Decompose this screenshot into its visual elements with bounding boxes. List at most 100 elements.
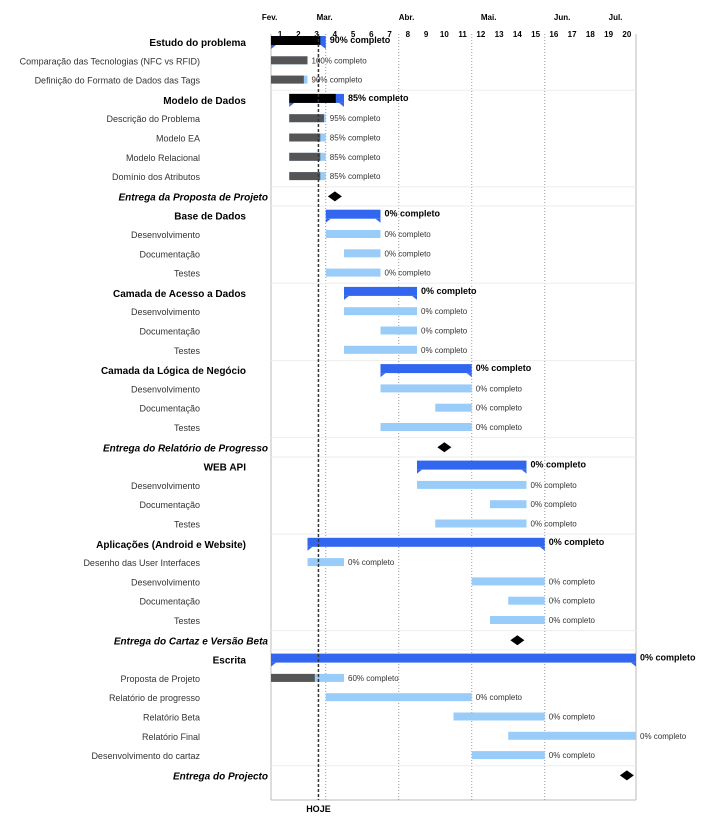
task-bar [380, 423, 472, 431]
group-bar-cap-right [375, 218, 381, 223]
task-label: Domínio dos Atributos [112, 172, 201, 182]
week-tick-label: 6 [369, 30, 374, 39]
group-bar-cap-left [289, 102, 295, 107]
task-label: Proposta de Projeto [120, 674, 200, 684]
task-percent-label: 0% completo [549, 577, 596, 586]
group-bar-cap-left [344, 295, 349, 300]
group-bar-cap-right [521, 469, 527, 474]
group-label: Base de Dados [174, 212, 246, 223]
group-bar [307, 537, 545, 547]
task-percent-label: 0% completo [476, 693, 523, 702]
week-tick-label: 13 [495, 30, 504, 39]
group-percent-label: 0% completo [531, 460, 587, 470]
task-bar [471, 577, 545, 586]
task-bar [344, 345, 417, 354]
group-label: Modelo de Dados [163, 96, 246, 107]
week-tick-label: 7 [387, 30, 392, 39]
task-label: Desenvolvimento [131, 230, 200, 240]
week-tick-label: 1 [278, 30, 283, 39]
group-bar [417, 460, 527, 470]
milestone-label: Entrega do Relatório de Progresso [103, 443, 268, 454]
task-percent-label: 0% completo [640, 732, 687, 741]
today-label: HOJE [306, 804, 331, 814]
task-label: Modelo EA [156, 134, 200, 144]
group-label: Camada da Lógica de Negócio [101, 366, 246, 377]
group-bar-cap-right [339, 102, 344, 107]
task-bar [380, 384, 472, 393]
group-bar [344, 286, 417, 296]
task-label: Testes [174, 346, 201, 356]
task-label: Testes [174, 423, 201, 433]
week-tick-label: 2 [296, 30, 301, 39]
milestone-label: Entrega do Projecto [173, 771, 268, 782]
group-percent-label: 0% completo [476, 363, 532, 373]
task-percent-label: 0% completo [348, 558, 395, 567]
task-percent-label: 0% completo [476, 384, 523, 393]
milestone-diamond [327, 191, 342, 202]
task-progress [271, 673, 315, 682]
task-percent-label: 0% completo [421, 307, 468, 316]
task-label: Modelo Relacional [126, 153, 200, 163]
task-bar [508, 596, 545, 605]
task-bar [380, 326, 417, 335]
group-label: Aplicações (Android e Website) [96, 540, 246, 551]
group-bar-cap-right [320, 45, 326, 49]
group-bar-cap-left [271, 45, 276, 49]
task-percent-label: 0% completo [421, 346, 468, 355]
task-percent-label: 90% completo [312, 76, 363, 85]
week-tick-label: 15 [531, 30, 540, 39]
task-progress [289, 114, 324, 123]
milestone-diamond [437, 442, 452, 453]
week-tick-label: 9 [424, 30, 429, 39]
task-bar [344, 307, 417, 316]
task-percent-label: 0% completo [385, 269, 432, 278]
task-progress [271, 75, 304, 84]
task-label: Relatório Beta [143, 713, 200, 723]
week-tick-label: 12 [476, 30, 485, 39]
task-percent-label: 0% completo [549, 616, 596, 625]
task-label: Relatório de progresso [109, 693, 200, 703]
group-percent-label: 90% completo [330, 35, 391, 45]
task-bar [453, 712, 545, 721]
task-label: Relatório Final [142, 732, 200, 742]
task-percent-label: 0% completo [476, 404, 523, 413]
task-label: Definição do Formato de Dados das Tags [35, 76, 201, 86]
task-label: Desenvolvimento [131, 481, 200, 491]
milestone-label: Entrega do Cartaz e Versão Beta [114, 636, 269, 647]
group-label: Camada de Acesso a Dados [113, 289, 246, 300]
group-percent-label: 0% completo [549, 537, 605, 547]
month-label: Jun. [554, 13, 570, 22]
task-bar [435, 519, 527, 528]
group-bar-cap-left [271, 662, 276, 667]
task-percent-label: 0% completo [385, 230, 432, 239]
group-bar-cap-left [325, 218, 331, 223]
task-percent-label: 85% completo [330, 153, 381, 162]
group-bar-cap-left [380, 373, 386, 378]
group-label: Estudo do problema [149, 38, 246, 49]
task-label: Comparação das Tecnologias (NFC vs RFID) [20, 56, 200, 66]
task-bar [490, 616, 545, 624]
task-label: Desenvolvimento [131, 384, 200, 394]
task-bar [435, 403, 472, 412]
week-tick-label: 11 [458, 30, 467, 39]
group-percent-label: 0% completo [421, 286, 477, 296]
task-percent-label: 0% completo [549, 597, 596, 606]
group-bar-cap-right [631, 662, 636, 667]
task-percent-label: 0% completo [531, 500, 578, 509]
task-progress [289, 172, 321, 181]
week-tick-label: 16 [549, 30, 558, 39]
group-bar-cap-left [307, 546, 313, 551]
group-bar [380, 364, 472, 374]
month-label: Jul. [609, 13, 623, 22]
milestone-label: Entrega da Proposta de Projeto [119, 192, 268, 203]
group-bar-cap-right [466, 373, 472, 378]
task-percent-label: 0% completo [385, 249, 432, 258]
week-tick-label: 5 [351, 30, 356, 39]
milestone-diamond [619, 770, 634, 781]
task-label: Documentação [139, 249, 200, 259]
task-label: Desenho das User Interfaces [83, 558, 200, 568]
task-progress [289, 133, 321, 142]
group-progress [271, 36, 321, 45]
month-label: Fev. [262, 13, 277, 22]
